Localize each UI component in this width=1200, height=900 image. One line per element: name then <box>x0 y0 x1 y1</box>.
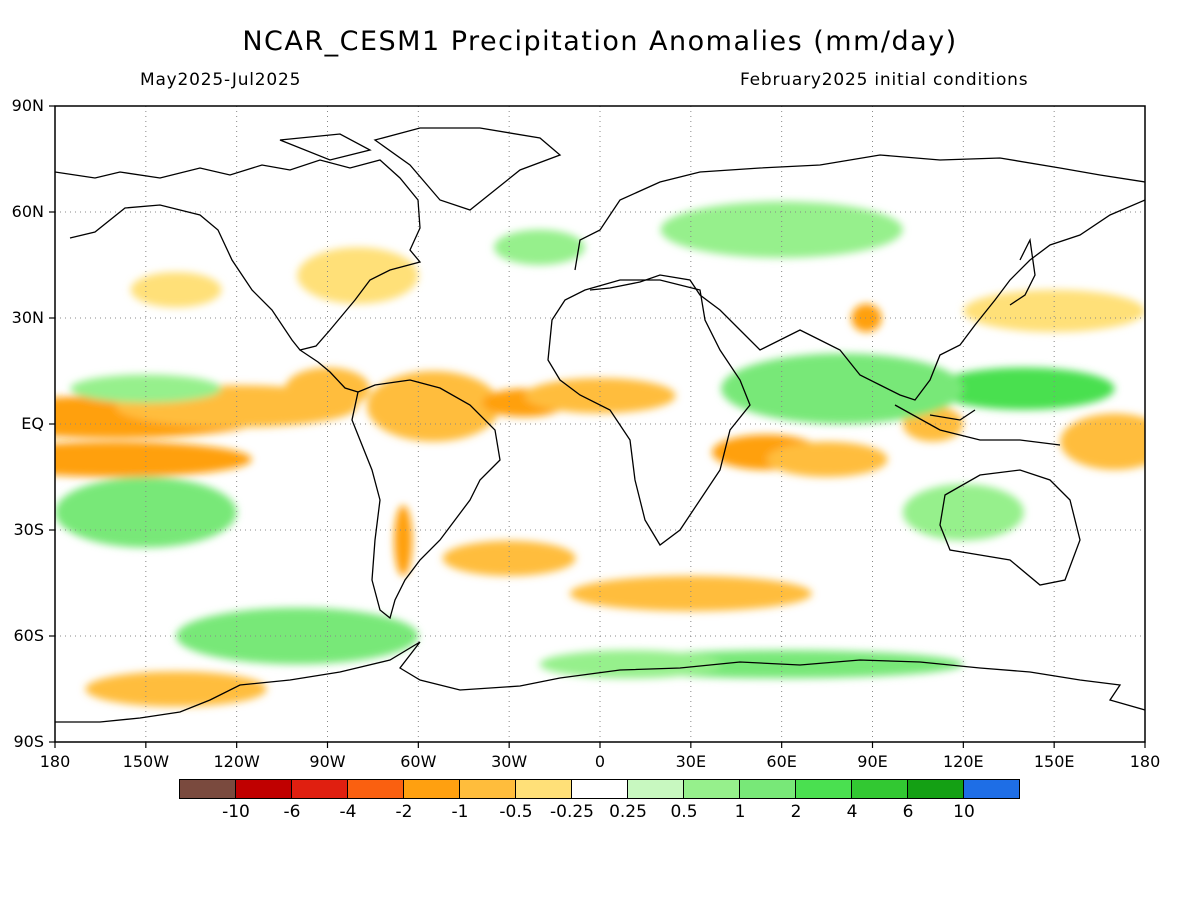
axis-ticks <box>49 105 1146 748</box>
anomaly-region <box>442 540 576 576</box>
colorbar-swatch <box>291 779 348 799</box>
colorbar-label: -10 <box>222 802 250 822</box>
anomaly-region <box>539 650 722 679</box>
anomaly-region <box>366 371 501 442</box>
colorbar-swatch <box>795 779 852 799</box>
colorbar-label: -6 <box>283 802 301 822</box>
colorbar <box>179 779 1020 799</box>
colorbar-label: -0.25 <box>550 802 594 822</box>
latitude-label: 60S <box>13 626 44 645</box>
colorbar-swatch <box>515 779 572 799</box>
coastline-arctic-islands <box>279 133 372 161</box>
colorbar-label: 2 <box>790 802 802 822</box>
anomaly-region <box>524 378 676 414</box>
anomaly-region <box>1060 413 1145 470</box>
colorbar-label: 0.5 <box>670 802 698 822</box>
colorbar-label: -0.5 <box>499 802 533 822</box>
colorbar-label: 6 <box>902 802 914 822</box>
latitude-label: 30N <box>11 308 44 327</box>
lat-lon-gridlines <box>55 106 1145 742</box>
longitude-label: 180 <box>1129 752 1161 771</box>
longitude-label: 0 <box>594 752 606 771</box>
colorbar-swatch <box>907 779 964 799</box>
colorbar-swatch <box>235 779 292 799</box>
longitude-label: 30W <box>491 752 528 771</box>
colorbar-swatch <box>347 779 404 799</box>
colorbar-swatch <box>571 779 628 799</box>
anomaly-region <box>70 374 222 403</box>
anomaly-region <box>851 303 882 333</box>
longitude-label: 120W <box>213 752 260 771</box>
colorbar-swatch <box>683 779 740 799</box>
anomaly-region <box>176 607 419 665</box>
coastline-japan <box>1009 237 1036 306</box>
anomaly-field-layer <box>55 201 1145 707</box>
colorbar-swatch <box>851 779 908 799</box>
colorbar-swatch <box>739 779 796 799</box>
anomaly-region <box>569 575 812 612</box>
coastline-central-america <box>299 349 359 393</box>
anomaly-region <box>55 441 252 477</box>
longitude-label: 90W <box>309 752 346 771</box>
anomaly-region <box>933 367 1115 410</box>
longitude-label: 120E <box>943 752 984 771</box>
anomaly-region <box>285 367 370 410</box>
anomaly-region <box>130 272 222 308</box>
latitude-label: 30S <box>13 520 44 539</box>
latitude-label: EQ <box>21 414 44 433</box>
longitude-label: 150E <box>1033 752 1075 771</box>
colorbar-label: 10 <box>953 802 975 822</box>
colorbar-label: -2 <box>395 802 413 822</box>
coastline-africa <box>547 279 751 546</box>
coastline-greenland <box>373 127 562 211</box>
colorbar-swatch <box>459 779 516 799</box>
anomaly-region <box>85 671 267 707</box>
latitude-label: 90S <box>13 732 44 751</box>
anomaly-region <box>963 289 1145 333</box>
longitude-label: 150W <box>122 752 170 771</box>
colorbar-swatch <box>179 779 236 799</box>
colorbar-label: -4 <box>339 802 357 822</box>
colorbar-label: 1 <box>734 802 746 822</box>
anomaly-region <box>394 505 413 576</box>
longitude-label: 180 <box>39 752 71 771</box>
latitude-label: 60N <box>11 202 44 221</box>
anomaly-region <box>766 441 888 478</box>
longitude-label: 60W <box>400 752 437 771</box>
colorbar-swatch <box>627 779 684 799</box>
longitude-label: 90E <box>857 752 888 771</box>
coastline-layer <box>55 127 1145 723</box>
coastline-north-america <box>55 159 422 351</box>
colorbar-label: 0.25 <box>609 802 647 822</box>
coastline-indonesia <box>894 404 1061 446</box>
colorbar-label: 4 <box>846 802 858 822</box>
map-title: NCAR_CESM1 Precipitation Anomalies (mm/d… <box>242 26 958 57</box>
forecast-period: May2025-Jul2025 <box>140 70 302 90</box>
colorbar-swatch <box>963 779 1020 799</box>
longitude-label: 60E <box>766 752 797 771</box>
coastline-australia <box>939 469 1081 586</box>
colorbar-label: -1 <box>451 802 469 822</box>
coastline-south-america <box>351 379 501 620</box>
anomaly-region <box>660 201 903 258</box>
anomaly-region <box>902 484 1024 541</box>
longitude-label: 30E <box>675 752 707 771</box>
anomaly-region <box>494 229 585 265</box>
colorbar-swatch <box>403 779 460 799</box>
coastline-eurasia <box>574 154 1145 401</box>
latitude-label: 90N <box>11 96 44 115</box>
anomaly-region <box>721 353 964 424</box>
coastline-antarctica <box>55 641 1145 723</box>
anomaly-region <box>55 477 237 548</box>
initial-conditions: February2025 initial conditions <box>740 70 1029 90</box>
